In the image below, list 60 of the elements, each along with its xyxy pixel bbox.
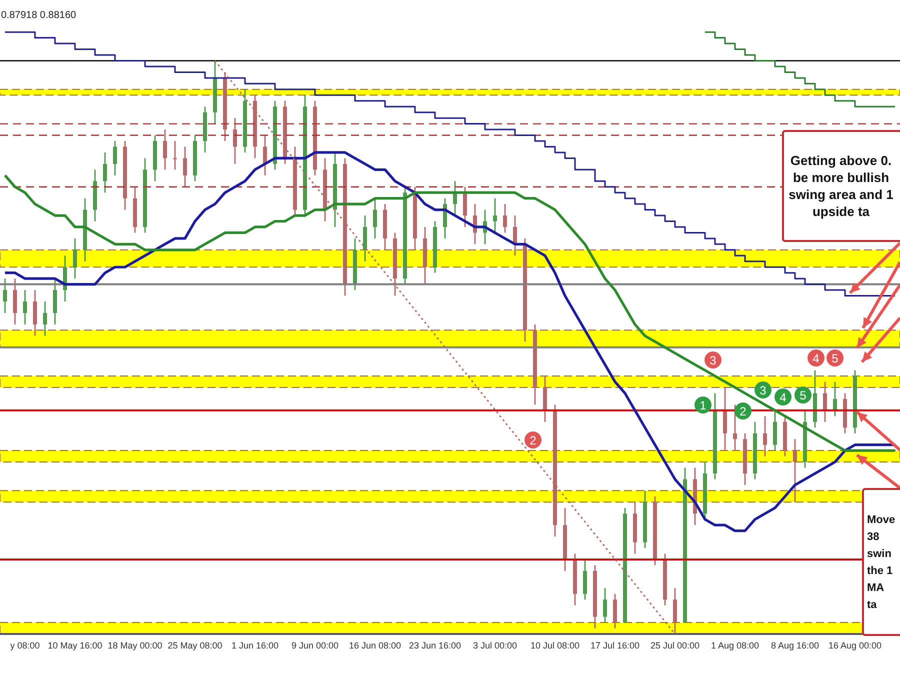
candlestick [373,198,377,240]
candlestick [603,587,607,624]
x-tick-label: 17 Jul 16:00 [590,640,640,650]
x-tick-label: 25 May 08:00 [168,640,222,650]
annotation: 3 [760,384,767,398]
candlestick [53,278,57,326]
annotation: 5 [800,388,807,402]
candlestick [543,375,547,423]
candlestick [613,593,617,629]
callout-box: Move 38 swin the 1 MA ta [862,488,900,636]
x-tick-label: 8 Aug 16:00 [770,640,820,650]
annotation: 2 [740,404,747,418]
candlestick [823,381,827,423]
candlestick [233,117,237,165]
x-tick-label: 23 Jun 16:00 [408,640,462,650]
candlestick [163,128,167,170]
candlestick [263,134,267,176]
x-tick-label: 16 Jun 08:00 [348,640,402,650]
candlestick [723,386,727,452]
callout-box: Getting above 0. be more bullish swing area and 1 upside ta [782,130,900,242]
x-tick-label: 25 Jul 00:00 [650,640,700,650]
candlestick [503,203,507,234]
candlestick [833,381,837,417]
x-tick-label: 1 Aug 08:00 [710,640,760,650]
candlestick [363,214,367,262]
candlestick [583,558,587,600]
candlestick [113,140,117,176]
text: 0.87918 0.88160 [1,10,76,21]
candlestick [733,404,737,452]
candlestick [773,410,777,452]
candlestick [183,146,187,188]
candlestick [173,140,177,170]
candlestick [3,278,7,314]
candlestick [43,300,47,337]
x-tick-label: 16 Aug 00:00 [828,640,882,650]
candlestick [103,152,107,194]
x-tick-label: 10 Jul 08:00 [530,640,580,650]
candlestick [73,238,77,280]
candlestick [13,278,17,326]
annotation: 4 [780,390,787,404]
annotation: 1 [700,398,707,412]
candlestick [33,289,37,337]
x-tick-label: 9 Jun 00:00 [291,640,339,650]
candlestick [23,289,27,326]
x-tick-label: 10 May 16:00 [48,640,102,650]
x-tick-label: 1 Jun 16:00 [231,640,279,650]
annotation: Getting above 0. be more bullish swing area and 1 upside ta [788,152,894,220]
annotation: 4 [812,352,820,366]
x-tick-label: 3 Jul 00:00 [472,640,518,650]
x-tick-label: y 08:00 [10,640,40,650]
annotation: Move 38 swin the 1 MA ta [867,513,896,613]
candlestick [763,415,767,457]
candlestick [513,214,517,256]
annotation: 5 [832,352,839,366]
x-tick-label: 18 May 00:00 [108,640,162,650]
candlestick [493,198,497,234]
candlestick [463,186,467,228]
annotation: 2 [530,434,537,448]
candlestick [793,438,797,503]
annotation: 3 [710,354,717,368]
